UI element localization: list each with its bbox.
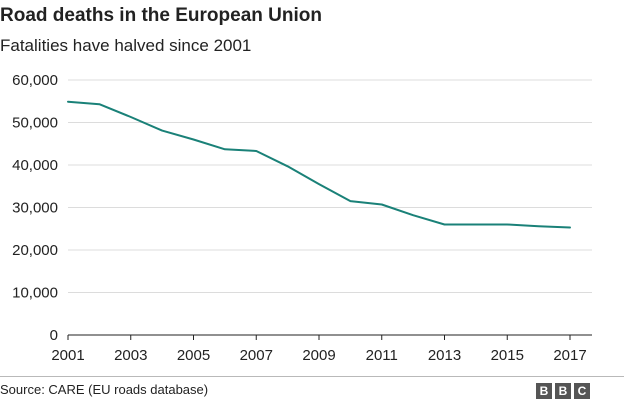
y-tick-label: 30,000 xyxy=(12,200,58,217)
logo-letter: B xyxy=(536,383,552,399)
logo-letter: B xyxy=(555,383,571,399)
chart-subtitle: Fatalities have halved since 2001 xyxy=(0,36,252,55)
y-tick-label: 10,000 xyxy=(12,285,58,302)
logo-letter: C xyxy=(574,383,590,399)
x-tick-label: 2009 xyxy=(302,347,335,364)
x-tick-label: 2007 xyxy=(240,347,273,364)
footer-divider xyxy=(0,376,624,377)
y-tick-label: 50,000 xyxy=(12,115,58,132)
x-tick-label: 2013 xyxy=(428,347,461,364)
x-tick-label: 2003 xyxy=(114,347,147,364)
y-tick-label: 60,000 xyxy=(12,72,58,89)
x-tick-label: 2011 xyxy=(366,347,398,364)
x-tick-label: 2015 xyxy=(491,347,524,364)
series-line xyxy=(67,100,571,229)
line-chart: 0 10,000 20,000 30,000 40,000 50,000 60,000 200… xyxy=(12,72,592,364)
y-tick-label: 0 xyxy=(50,327,58,344)
bbc-logo: B B C xyxy=(536,383,590,399)
y-tick-label: 20,000 xyxy=(12,242,58,259)
x-tick-label: 2017 xyxy=(553,347,586,364)
x-tick-label: 2001 xyxy=(51,347,84,364)
chart-title: Road deaths in the European Union xyxy=(0,5,322,26)
x-tick-label: 2005 xyxy=(177,347,210,364)
y-tick-label: 40,000 xyxy=(12,157,58,174)
source-note: Source: CARE (EU roads database) xyxy=(0,382,209,397)
